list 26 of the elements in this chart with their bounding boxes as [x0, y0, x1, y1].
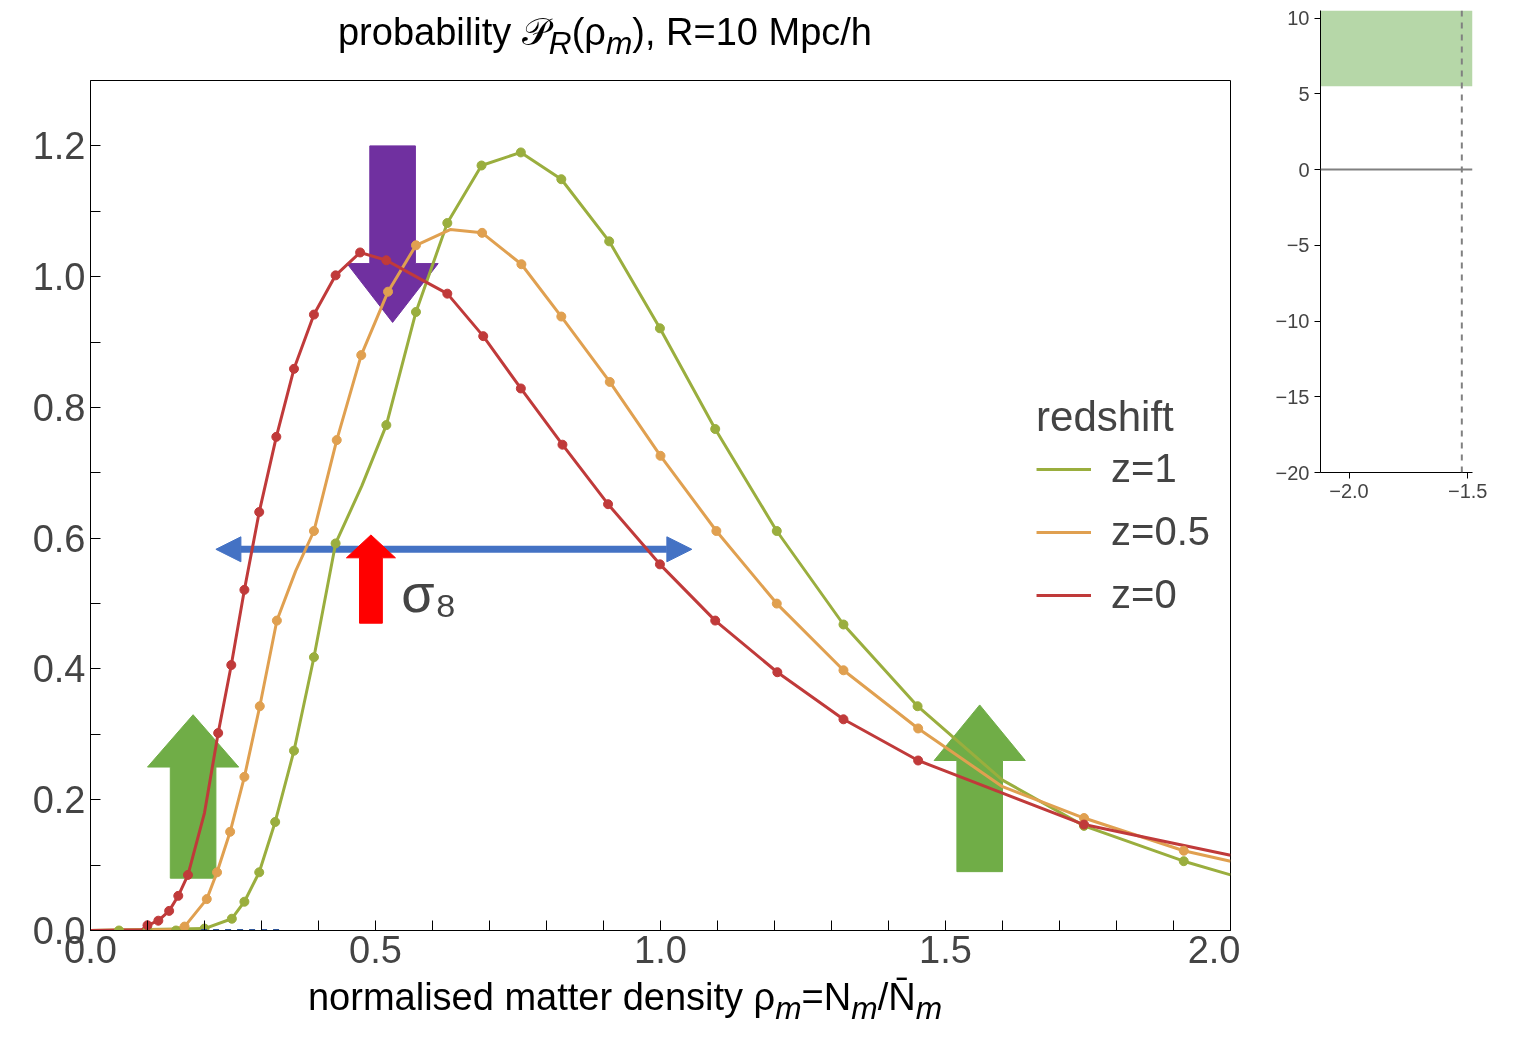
- annotation: σ₈: [401, 563, 457, 624]
- y-tick-label: 0: [1298, 158, 1310, 181]
- x-axis-title: normalised matter density ρ$_{m}$=N$_{m}$/N̄$_{m}$: [307, 975, 943, 1028]
- x-tick-label: 0.5: [349, 928, 402, 971]
- legend-title: redshift: [1036, 393, 1175, 441]
- x-tick-label: −1.5: [1448, 479, 1488, 502]
- x-tick-label: 1.5: [919, 928, 972, 971]
- y-tick-label: −15: [1275, 385, 1310, 408]
- y-tick-label: 0.8: [32, 386, 86, 429]
- x-tick-label: 1.0: [634, 928, 687, 971]
- chart-title: probability 𝒫$_{R}$(ρ$_{m}$), R=10 Mpc/h: [337, 10, 873, 63]
- y-tick-label: 1.2: [32, 125, 86, 168]
- legend-label: z=0.5: [1111, 509, 1210, 554]
- y-tick-label: 0.2: [32, 779, 86, 822]
- legend-label: z=0: [1111, 572, 1177, 617]
- y-tick-label: 1.0: [32, 256, 86, 299]
- y-tick-label: −20: [1275, 461, 1310, 484]
- y-tick-label: 10: [1287, 7, 1310, 30]
- y-tick-label: 0.6: [32, 517, 86, 560]
- legend-label: z=1: [1111, 446, 1177, 491]
- y-tick-label: 5: [1298, 82, 1310, 105]
- x-tick-label: 2.0: [1187, 928, 1241, 971]
- y-tick-label: −5: [1286, 234, 1310, 257]
- y-tick-label: −10: [1275, 310, 1310, 333]
- y-tick-label: 0.4: [32, 648, 86, 691]
- x-tick-label: −2.0: [1329, 479, 1369, 502]
